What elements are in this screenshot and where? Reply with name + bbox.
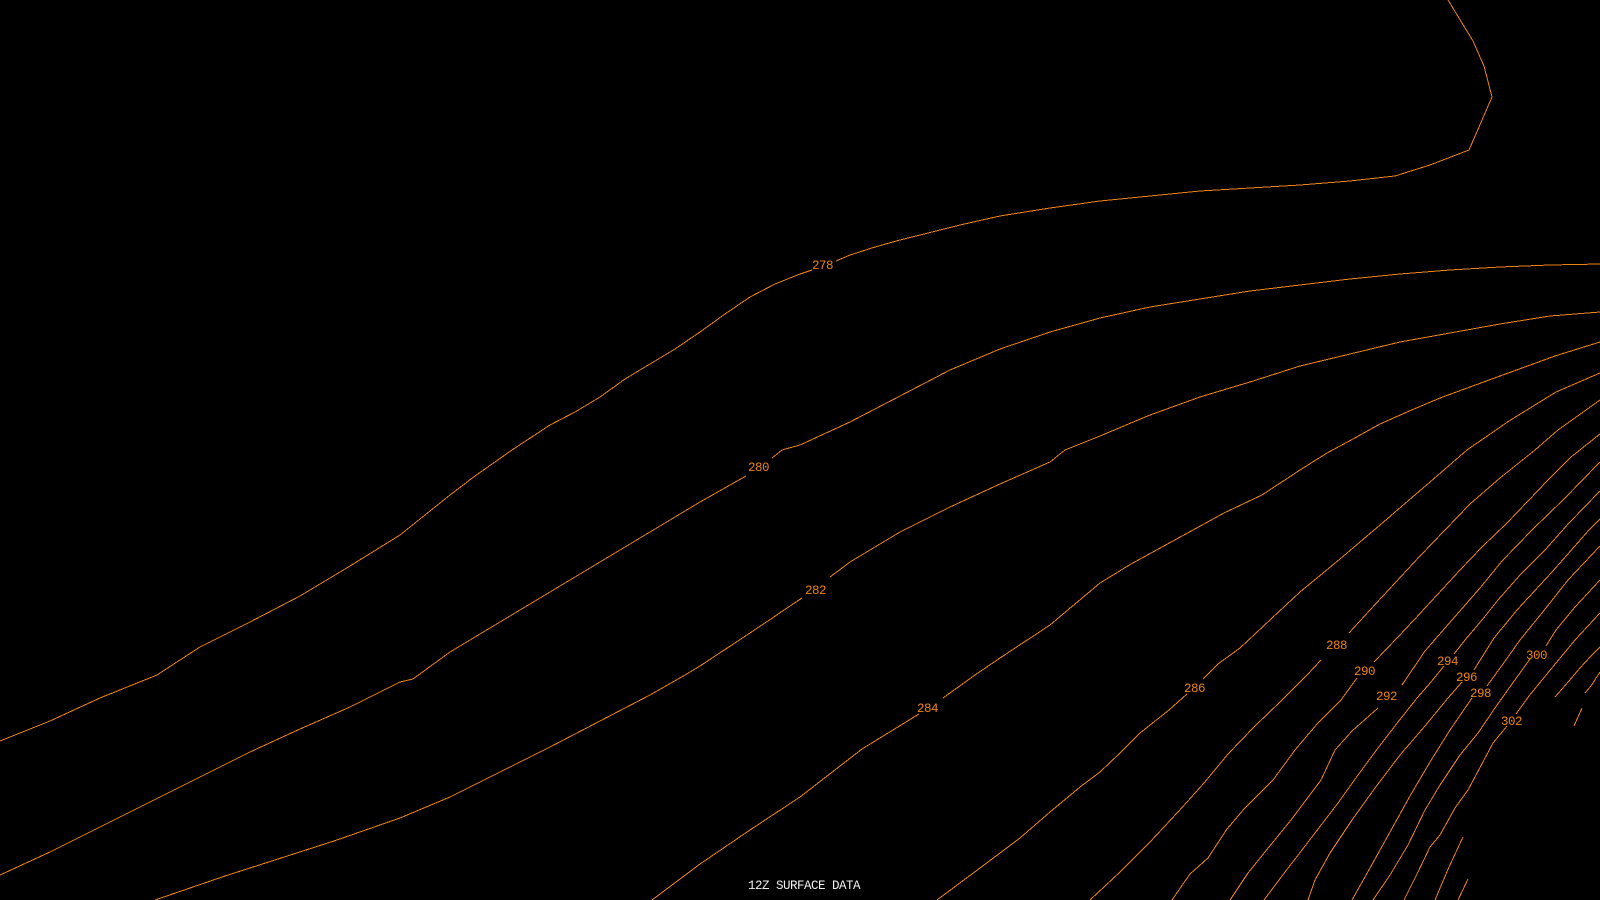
svg-text:288: 288 xyxy=(1326,639,1347,653)
svg-text:300: 300 xyxy=(1526,649,1547,663)
svg-text:280: 280 xyxy=(748,461,769,475)
svg-text:278: 278 xyxy=(812,259,833,273)
svg-text:294: 294 xyxy=(1437,655,1458,669)
svg-text:296: 296 xyxy=(1456,671,1477,685)
svg-text:284: 284 xyxy=(917,702,938,716)
svg-text:298: 298 xyxy=(1470,687,1491,701)
svg-text:12Z SURFACE DATA: 12Z SURFACE DATA xyxy=(748,879,861,893)
svg-text:292: 292 xyxy=(1376,690,1397,704)
svg-text:282: 282 xyxy=(805,584,826,598)
svg-text:286: 286 xyxy=(1184,682,1205,696)
svg-text:290: 290 xyxy=(1354,665,1375,679)
svg-text:302: 302 xyxy=(1501,715,1522,729)
